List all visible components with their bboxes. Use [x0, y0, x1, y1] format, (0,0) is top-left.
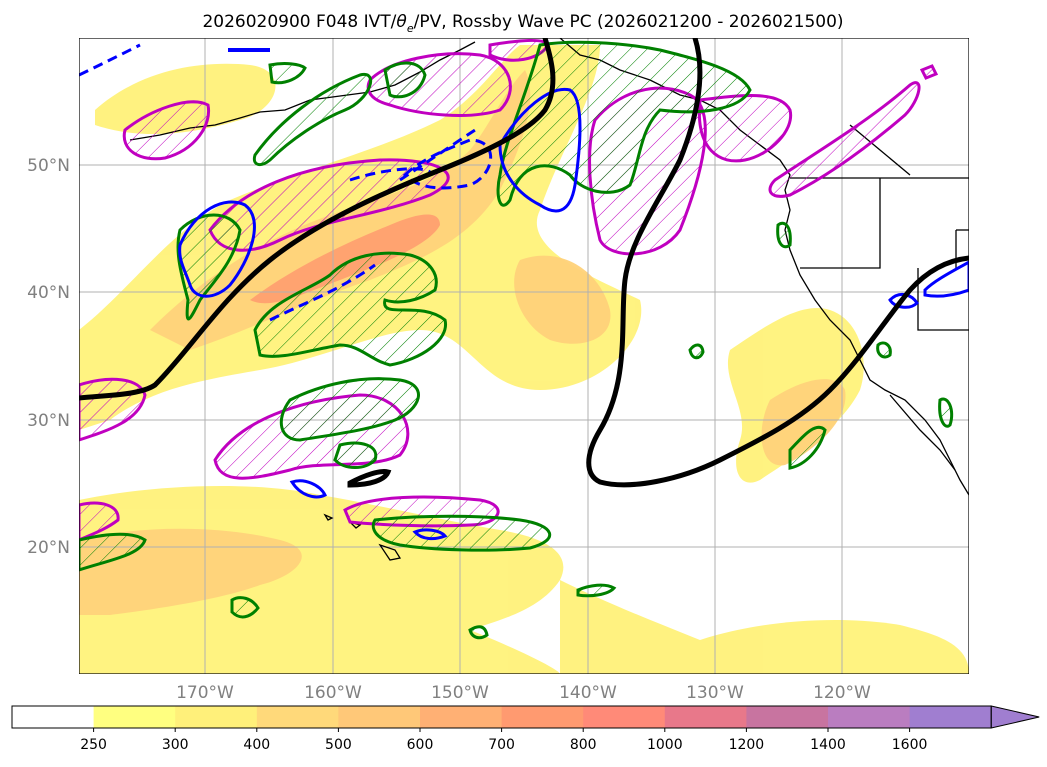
lat-label-50: 50°N: [27, 156, 70, 176]
lon-label-130w: 130°W: [686, 683, 744, 703]
theta-e-blue-contours: [79, 43, 969, 541]
colorbar-label: 1200: [729, 737, 765, 753]
colorbar-segment: [501, 706, 584, 728]
lon-label-150w: 150°W: [431, 683, 489, 703]
map-panel: [79, 38, 969, 674]
ivt-shading-high: [250, 214, 440, 304]
colorbar-segment: [12, 706, 95, 728]
colorbar-label: 1000: [647, 737, 683, 753]
colorbar-label: 500: [325, 737, 352, 753]
colorbar-label: 700: [488, 737, 515, 753]
lon-label-170w: 170°W: [176, 683, 234, 703]
colorbar-segment: [338, 706, 421, 728]
colorbar-segment: [828, 706, 911, 728]
latitude-labels: 50°N 40°N 30°N 20°N: [27, 156, 70, 558]
colorbar-label: 800: [570, 737, 597, 753]
colorbar-extend-arrow: [990, 705, 1040, 729]
colorbar-segment: [93, 706, 176, 728]
theta-e-green-contours: [79, 40, 954, 640]
rossby-wave-contour: [79, 38, 969, 488]
colorbar-segment: [664, 706, 747, 728]
colorbar-segment: [175, 706, 258, 728]
colorbar-segment: [420, 706, 503, 728]
figure-title: 2026020900 F048 IVT/θe/PV, Rossby Wave P…: [202, 12, 843, 35]
lat-label-30: 30°N: [27, 411, 70, 431]
lon-label-120w: 120°W: [813, 683, 871, 703]
colorbar-label: 300: [162, 737, 189, 753]
lon-label-140w: 140°W: [559, 683, 617, 703]
ivt-colorbar: 250 300 400 500 600 700 800 1000 1200 1400 1600: [11, 705, 1040, 753]
colorbar-label: 1600: [892, 737, 928, 753]
colorbar-label: 600: [407, 737, 434, 753]
colorbar-label: 1400: [810, 737, 846, 753]
colorbar-label: 400: [243, 737, 270, 753]
colorbar-segment: [909, 706, 992, 728]
colorbar-segment: [746, 706, 829, 728]
colorbar-label: 250: [80, 737, 107, 753]
lon-label-160w: 160°W: [304, 683, 362, 703]
colorbar-segment: [256, 706, 339, 728]
lat-label-20: 20°N: [27, 538, 70, 558]
longitude-labels: 170°W 160°W 150°W 140°W 130°W 120°W: [176, 683, 871, 703]
lat-label-40: 40°N: [27, 283, 70, 303]
colorbar-segment: [583, 706, 666, 728]
